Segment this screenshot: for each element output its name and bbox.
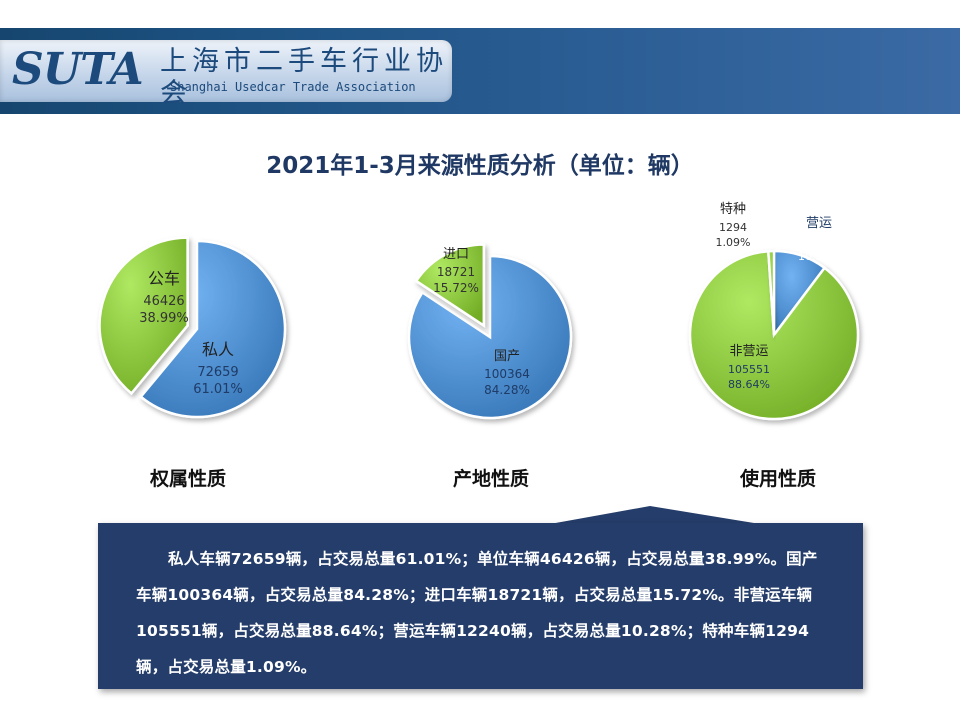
logo-english-name: Shanghai Usedcar Trade Association — [170, 80, 416, 94]
logo-chinese-name: 上海市二手车行业协会 — [160, 46, 448, 109]
pie-slice-2-1 — [688, 249, 860, 421]
pie-label-0-0-name: 私人 — [202, 340, 234, 359]
pie-slice-0-0 — [139, 239, 287, 419]
pie-label-0-0-value: 72659 — [197, 365, 238, 380]
pie-label-2-1-value: 105551 — [728, 363, 770, 376]
logo-abbreviation: SUTA — [12, 44, 144, 95]
pie-label-0-0-percent: 61.01% — [193, 382, 243, 397]
header-bar: SUTA 上海市二手车行业协会 Shanghai Usedcar Trade A… — [0, 28, 960, 114]
pie-label-1-0-percent: 84.28% — [484, 383, 530, 397]
pie-label-1-1-percent: 15.72% — [433, 281, 479, 295]
chart-title-usage: 使用性质 — [740, 468, 817, 490]
pie-label-2-0-value: 12240 — [802, 235, 837, 248]
pie-slice-0-1 — [98, 236, 189, 396]
pie-slice-2-2 — [766, 249, 776, 336]
chart-title-ownership: 权属性质 — [150, 468, 227, 490]
callout-pointer — [550, 506, 760, 524]
pie-label-2-1-percent: 88.64% — [728, 378, 770, 391]
pie-slice-1-1 — [414, 243, 486, 328]
pie-label-2-2-value: 1294 — [719, 221, 747, 234]
pie-chart-2 — [688, 249, 860, 421]
pie-slice-1-0 — [407, 254, 573, 420]
summary-callout: 私人车辆72659辆，占交易总量61.01%；单位车辆46426辆，占交易总量3… — [98, 523, 863, 689]
pie-label-1-1-name: 进口 — [443, 247, 469, 262]
pie-label-0-1-percent: 38.99% — [139, 311, 189, 326]
summary-text: 私人车辆72659辆，占交易总量61.01%；单位车辆46426辆，占交易总量3… — [136, 550, 818, 676]
pie-label-1-1-value: 18721 — [437, 265, 475, 279]
pie-label-2-0-percent: 10.28% — [798, 250, 840, 263]
association-logo: SUTA 上海市二手车行业协会 Shanghai Usedcar Trade A… — [0, 40, 452, 109]
pie-label-0-1-value: 46426 — [143, 294, 184, 309]
pie-chart-1 — [407, 243, 573, 420]
page-title: 2021年1-3月来源性质分析（单位：辆） — [266, 153, 694, 179]
pie-label-2-2-percent: 1.09% — [716, 236, 751, 249]
pie-chart-0 — [98, 236, 287, 419]
pie-label-1-0-value: 100364 — [484, 367, 530, 381]
pie-label-1-0-name: 国产 — [494, 349, 520, 364]
pie-label-2-2-name: 特种 — [720, 202, 746, 217]
pie-label-2-1-name: 非营运 — [729, 344, 768, 359]
pie-label-2-0-name: 营运 — [806, 216, 832, 231]
pie-label-0-1-name: 公车 — [148, 269, 180, 288]
chart-title-origin: 产地性质 — [453, 468, 530, 490]
